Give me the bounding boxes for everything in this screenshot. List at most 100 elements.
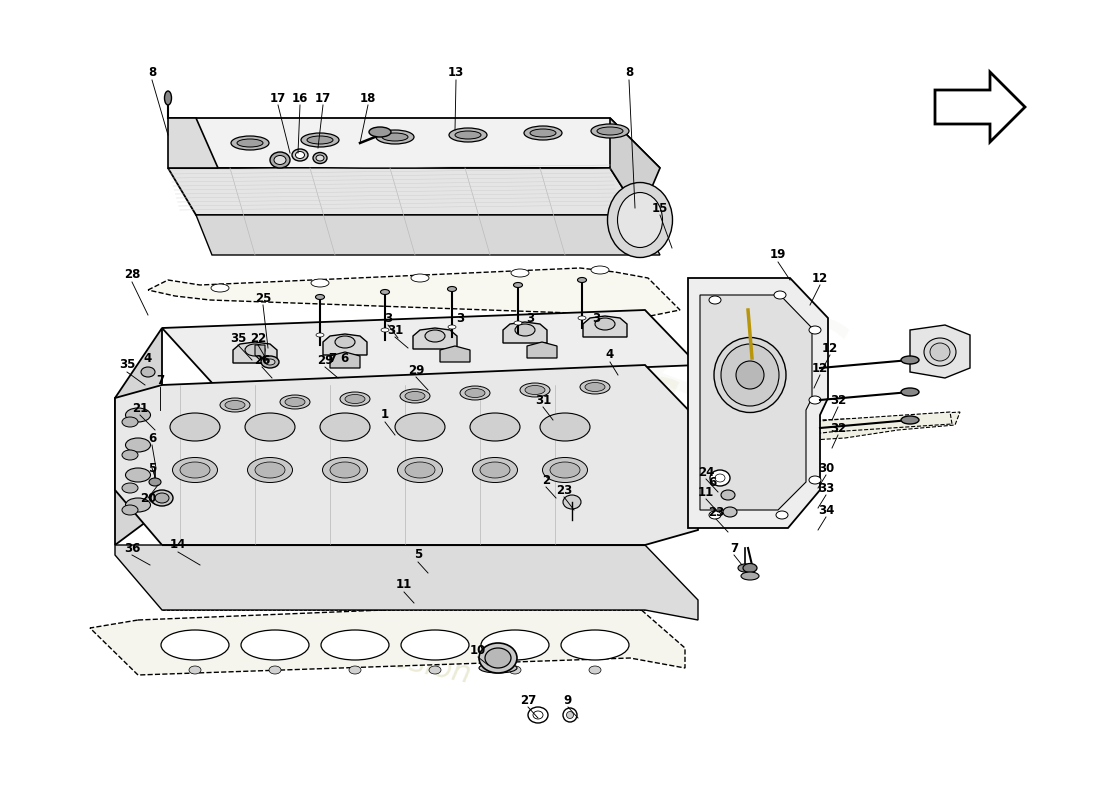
Polygon shape xyxy=(323,334,367,355)
Text: 16: 16 xyxy=(292,91,308,105)
Polygon shape xyxy=(168,168,640,215)
Ellipse shape xyxy=(405,391,425,401)
Text: 9: 9 xyxy=(564,694,572,706)
Ellipse shape xyxy=(151,490,173,506)
Text: 28: 28 xyxy=(124,269,140,282)
Ellipse shape xyxy=(470,413,520,441)
Ellipse shape xyxy=(901,356,918,364)
Ellipse shape xyxy=(296,151,305,158)
Ellipse shape xyxy=(808,326,821,334)
Ellipse shape xyxy=(255,462,285,478)
Text: 7: 7 xyxy=(156,374,164,386)
Ellipse shape xyxy=(307,136,333,144)
Ellipse shape xyxy=(617,193,662,247)
Ellipse shape xyxy=(180,462,210,478)
Ellipse shape xyxy=(226,401,245,410)
Ellipse shape xyxy=(524,126,562,140)
Polygon shape xyxy=(255,345,265,360)
Text: 1: 1 xyxy=(381,409,389,422)
Ellipse shape xyxy=(585,382,605,391)
Text: 29: 29 xyxy=(408,363,425,377)
Text: 4: 4 xyxy=(144,351,152,365)
Text: 21: 21 xyxy=(132,402,148,414)
Ellipse shape xyxy=(411,274,429,282)
Polygon shape xyxy=(688,412,952,448)
Ellipse shape xyxy=(710,296,720,304)
Ellipse shape xyxy=(405,462,435,478)
Ellipse shape xyxy=(336,336,355,348)
Ellipse shape xyxy=(591,124,629,138)
Ellipse shape xyxy=(540,413,590,441)
Polygon shape xyxy=(503,322,547,343)
Ellipse shape xyxy=(449,128,487,142)
Ellipse shape xyxy=(901,388,918,396)
Ellipse shape xyxy=(345,394,365,403)
Ellipse shape xyxy=(316,294,324,299)
Ellipse shape xyxy=(723,507,737,517)
Ellipse shape xyxy=(720,344,779,406)
Text: 27: 27 xyxy=(520,694,536,706)
Ellipse shape xyxy=(248,458,293,482)
Ellipse shape xyxy=(776,511,788,519)
Ellipse shape xyxy=(738,564,752,572)
Ellipse shape xyxy=(211,284,229,292)
Text: 36: 36 xyxy=(124,542,140,554)
Text: 19: 19 xyxy=(770,249,786,262)
Ellipse shape xyxy=(478,663,517,673)
Ellipse shape xyxy=(141,367,155,377)
Ellipse shape xyxy=(220,398,250,412)
Text: 34: 34 xyxy=(817,503,834,517)
Ellipse shape xyxy=(566,711,573,718)
Ellipse shape xyxy=(736,361,764,389)
Ellipse shape xyxy=(561,630,629,660)
Ellipse shape xyxy=(710,511,720,519)
Text: 23: 23 xyxy=(708,506,724,518)
Polygon shape xyxy=(412,328,456,349)
Text: 6: 6 xyxy=(340,351,348,365)
Text: 32: 32 xyxy=(829,394,846,406)
Ellipse shape xyxy=(280,395,310,409)
Ellipse shape xyxy=(715,474,725,482)
Polygon shape xyxy=(116,328,162,545)
Text: 12: 12 xyxy=(812,362,828,374)
Ellipse shape xyxy=(261,356,279,368)
Ellipse shape xyxy=(165,91,172,105)
Text: 25: 25 xyxy=(255,291,272,305)
Ellipse shape xyxy=(741,572,759,580)
Ellipse shape xyxy=(514,321,522,325)
Text: e: e xyxy=(610,304,749,476)
Text: 30: 30 xyxy=(818,462,834,474)
Ellipse shape xyxy=(480,462,510,478)
Text: 3: 3 xyxy=(455,311,464,325)
Ellipse shape xyxy=(901,416,918,424)
Ellipse shape xyxy=(465,389,485,398)
Ellipse shape xyxy=(774,291,786,299)
Ellipse shape xyxy=(742,563,757,573)
Ellipse shape xyxy=(148,478,161,486)
Ellipse shape xyxy=(595,318,615,330)
Ellipse shape xyxy=(448,286,456,291)
Text: 1985: 1985 xyxy=(626,372,814,508)
Text: 13: 13 xyxy=(448,66,464,79)
Ellipse shape xyxy=(550,462,580,478)
Ellipse shape xyxy=(528,707,548,723)
Text: 31: 31 xyxy=(387,323,403,337)
Ellipse shape xyxy=(285,398,305,406)
Ellipse shape xyxy=(322,458,367,482)
Text: 3: 3 xyxy=(384,311,392,325)
Text: 33: 33 xyxy=(818,482,834,494)
Polygon shape xyxy=(116,365,698,545)
Text: 7: 7 xyxy=(328,351,337,365)
Ellipse shape xyxy=(808,476,821,484)
Text: 3: 3 xyxy=(526,311,535,325)
Ellipse shape xyxy=(397,458,442,482)
Ellipse shape xyxy=(563,708,578,722)
Ellipse shape xyxy=(808,396,821,404)
Ellipse shape xyxy=(578,278,586,282)
Text: 17: 17 xyxy=(270,91,286,105)
Ellipse shape xyxy=(265,359,275,365)
Polygon shape xyxy=(440,346,470,362)
Text: s: s xyxy=(759,282,861,418)
Text: 8: 8 xyxy=(147,66,156,79)
Ellipse shape xyxy=(578,316,586,320)
